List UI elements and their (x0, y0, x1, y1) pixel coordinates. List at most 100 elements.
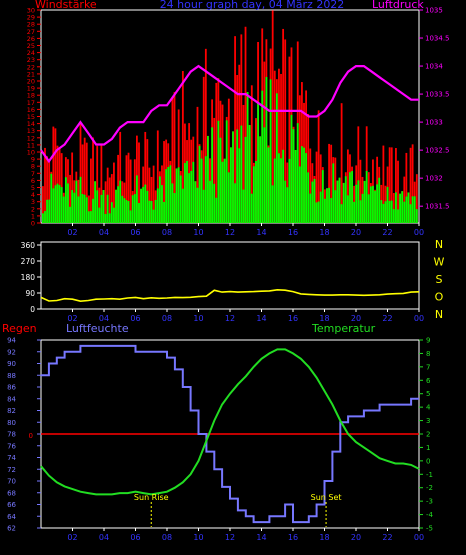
sun-marker-label: Sun Rise (134, 493, 169, 502)
y-tick-label: 74 (7, 454, 16, 462)
x-tick-label: 12 (225, 314, 235, 323)
gust-bar (83, 137, 86, 223)
gust-bar (319, 154, 322, 223)
gust-bar (152, 165, 155, 223)
average-bar (319, 191, 322, 223)
average-bar (181, 188, 184, 223)
average-bar (207, 135, 209, 223)
average-bar (83, 194, 86, 223)
y-tick-label: 1034.5 (425, 35, 450, 43)
y-tick-label: 13 (27, 127, 35, 135)
compass-label: W (434, 256, 445, 269)
gust-bar (104, 181, 107, 223)
average-bar (259, 136, 262, 223)
average-bar (250, 193, 253, 223)
gust-bar (125, 155, 128, 223)
average-bar (144, 184, 147, 223)
average-bar (138, 203, 140, 223)
compass-label: S (436, 273, 443, 286)
gust-bar (46, 156, 48, 223)
gust-bar (315, 151, 318, 223)
average-bar (369, 186, 372, 223)
gust-bar (213, 117, 216, 223)
x-tick-label: 06 (130, 228, 140, 237)
x-tick-label: 06 (130, 314, 140, 323)
average-bar (129, 210, 132, 223)
gust-bar (415, 174, 418, 223)
average-bar (202, 189, 205, 223)
gust-bar (204, 48, 207, 223)
compass-label: O (435, 291, 444, 304)
humidity-line (41, 344, 419, 524)
gust-bar (227, 98, 230, 223)
gust-bar (234, 36, 236, 223)
direction-left-axis: 0 90 180 270 360 (21, 241, 41, 314)
average-bar (255, 161, 257, 223)
x-tick-label: 02 (67, 314, 77, 323)
average-bar (192, 161, 195, 223)
average-bar (140, 188, 142, 223)
average-bar (303, 147, 305, 223)
pressure-right-axis: 1031.5 1032 1032.5 1033 1033.5 1034 1034.5 1035 (419, 7, 450, 211)
y-tick-label: 15 (27, 113, 35, 121)
average-bar (240, 125, 243, 223)
average-bar (215, 197, 218, 223)
average-bar (152, 209, 155, 223)
average-bar (85, 197, 88, 223)
x-tick-label: 18 (319, 228, 329, 237)
y-tick-label: 8 (426, 350, 430, 358)
average-bar (248, 125, 251, 223)
y-tick-label: 68 (7, 489, 16, 497)
average-bar (261, 90, 264, 224)
x-tick-label: 20 (351, 533, 361, 542)
gust-bar (85, 142, 88, 223)
temperature-axis-label: Temperatur (311, 322, 376, 335)
y-tick-label: 4 (31, 191, 35, 199)
average-bar (123, 198, 126, 223)
average-bar (273, 158, 276, 223)
x-tick-label: 08 (162, 314, 172, 323)
y-tick-label: 7 (31, 170, 35, 178)
y-tick-label: 5 (31, 184, 35, 192)
gust-bar (403, 176, 406, 223)
x-tick-label: 22 (382, 533, 392, 542)
average-bar (340, 204, 343, 223)
y-tick-label: 17 (27, 99, 35, 107)
y-tick-label: 72 (7, 466, 16, 474)
gust-bar (392, 193, 395, 223)
gust-bar (81, 144, 84, 223)
y-tick-label: 23 (27, 56, 35, 64)
average-bar (384, 201, 387, 223)
gust-bar (238, 64, 241, 223)
x-tick-label: 18 (319, 314, 329, 323)
x-tick-label: 00 (414, 228, 424, 237)
wind-axis-label: Windstärke (35, 0, 97, 11)
average-bar (349, 172, 351, 223)
average-bar (90, 211, 92, 223)
compass-label: N (435, 238, 443, 251)
average-bar (351, 170, 353, 223)
average-bar (44, 211, 46, 223)
average-bar (342, 182, 345, 223)
y-tick-label: 14 (27, 120, 35, 128)
direction-x-axis: 02 04 06 08 10 12 14 16 18 20 22 00 (67, 309, 424, 323)
average-bar (67, 183, 69, 223)
y-tick-label: 82 (7, 407, 16, 415)
average-bar (198, 145, 201, 223)
average-bar (100, 194, 103, 223)
average-bar (257, 103, 259, 223)
y-tick-label: 1033.5 (425, 91, 450, 99)
average-bar (298, 166, 301, 223)
average-bar (186, 161, 188, 223)
gust-bar (405, 152, 408, 223)
average-bar (96, 190, 99, 223)
gust-bar (397, 160, 399, 223)
average-bar (334, 190, 337, 223)
average-bar (263, 127, 266, 223)
x-tick-label: 14 (256, 533, 266, 542)
average-bar (173, 193, 176, 223)
average-bar (204, 156, 207, 223)
average-bar (246, 92, 249, 223)
y-tick-label: 30 (27, 7, 35, 15)
y-tick-label: 4 (426, 404, 431, 412)
